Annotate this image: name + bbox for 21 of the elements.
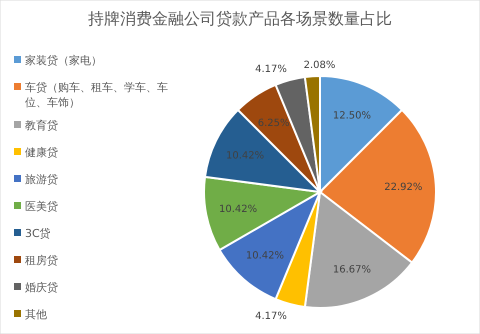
legend-label: 家装贷（家电） <box>25 54 102 67</box>
legend-label: 健康贷 <box>25 146 58 159</box>
data-label: 2.08% <box>304 60 336 71</box>
data-label: 10.42% <box>226 150 264 162</box>
data-label: 4.17% <box>255 311 287 322</box>
legend-label: 旅游贷 <box>25 172 58 186</box>
legend-label: 3C贷 <box>25 226 51 240</box>
data-label: 10.42% <box>219 204 258 215</box>
data-label: 12.50% <box>332 110 372 122</box>
legend-label: 婚庆贷 <box>25 280 58 294</box>
data-label: 10.42% <box>246 250 284 262</box>
data-label: 22.92% <box>384 182 422 194</box>
legend-label: 车贷（购车、租车、学车、车位、车饰） <box>25 80 168 109</box>
chart-title: 持牌消费金融公司贷款产品各场景数量占比 <box>88 9 392 28</box>
data-label: 4.17% <box>255 64 287 75</box>
data-label: 6.25% <box>258 118 290 130</box>
data-label: 16.67% <box>332 264 372 276</box>
legend-label: 教育贷 <box>25 118 58 132</box>
legend-label: 租房贷 <box>25 254 58 267</box>
legend-label: 医美贷 <box>25 200 58 213</box>
legend-label: 其他 <box>25 308 47 321</box>
